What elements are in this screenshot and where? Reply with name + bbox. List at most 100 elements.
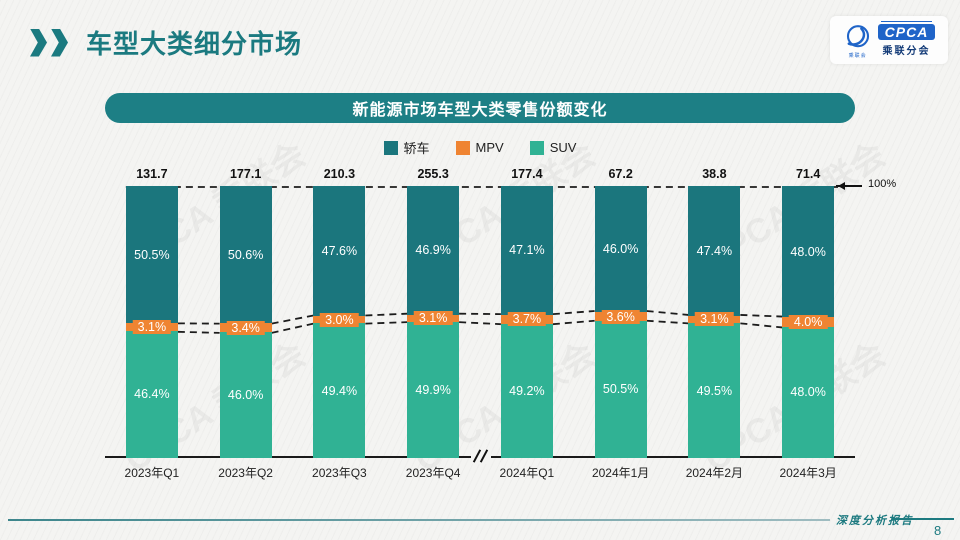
x-axis-label: 2024年3月	[779, 466, 837, 480]
segment-value-label: 48.0%	[790, 244, 826, 259]
stacked-bar: 48.0% 4.0% 48.0%	[782, 186, 835, 459]
segment-轿车: 47.6%	[313, 186, 366, 317]
segment-value-label: 49.2%	[509, 383, 545, 398]
legend-swatch	[529, 140, 544, 155]
segment-MPV: 3.7%	[500, 312, 553, 327]
segment-value-label: 49.5%	[696, 383, 733, 398]
chart-title: 新能源市场车型大类零售份额变化	[105, 93, 855, 123]
segment-value-label: 50.6%	[227, 247, 264, 262]
legend-item: SUV	[529, 138, 576, 157]
bar-total-label: 67.2	[608, 167, 633, 181]
segment-MPV: 3.4%	[219, 320, 272, 335]
segment-MPV: 3.0%	[313, 312, 366, 327]
stacked-bar: 47.4% 3.1% 49.5%	[688, 186, 741, 458]
x-axis-label: 2024年1月	[591, 466, 650, 480]
segment-value-label: 50.5%	[602, 382, 639, 397]
legend-label: 轿车	[403, 141, 430, 156]
segment-SUV: 48.0%	[782, 326, 835, 459]
legend-item: 轿车	[383, 138, 430, 157]
x-axis-label: 2023年Q1	[124, 466, 180, 480]
ref-line-label: 100%	[868, 178, 897, 190]
x-axis-label: 2024年2月	[685, 466, 744, 480]
bar-column: 255.3 46.9% 3.1% 49.9% 2023年Q4	[386, 167, 480, 480]
segment-轿车: 47.1%	[500, 186, 553, 315]
segment-value-label: 50.5%	[134, 247, 170, 262]
emblem-label: 乘联会	[848, 52, 867, 59]
cpca-acronym: CPCA	[877, 20, 936, 40]
bar-column: 210.3 47.6% 3.0% 49.4% 2023年Q3	[293, 167, 387, 480]
bar-total-label: 177.1	[229, 167, 262, 181]
segment-value-label: 3.4%	[226, 320, 265, 335]
segment-value-label: 3.1%	[132, 320, 172, 334]
bar-column: 177.4 47.1% 3.7% 49.2% 2024年Q1	[480, 167, 574, 480]
segment-value-label: 49.9%	[415, 383, 451, 398]
segment-value-label: 48.0%	[790, 385, 826, 400]
chevron-icon	[30, 28, 47, 57]
cpca-emblem-icon: 乘联会	[843, 22, 873, 59]
segment-value-label: 46.0%	[602, 242, 639, 257]
segment-轿车: 50.5%	[125, 186, 178, 324]
footer-doc-label: 深度分析报告	[836, 515, 914, 527]
header: 车型大类细分市场	[30, 24, 302, 61]
segment-轿车: 46.0%	[594, 186, 647, 313]
segment-MPV: 3.1%	[125, 320, 178, 334]
segment-MPV: 3.6%	[594, 309, 647, 324]
cpca-wordmark: CPCA 乘联分会	[877, 20, 936, 57]
bar-column: 67.2 46.0% 3.6% 50.5% 2024年1月	[574, 167, 668, 480]
stacked-bar: 47.6% 3.0% 49.4%	[313, 186, 366, 458]
stacked-bar: 47.1% 3.7% 49.2%	[500, 186, 553, 458]
bar-total-label: 71.4	[795, 167, 821, 181]
segment-value-label: 47.1%	[509, 243, 545, 258]
segment-SUV: 46.0%	[219, 331, 272, 458]
legend-item: MPV	[455, 138, 504, 157]
stacked-bar: 50.6% 3.4% 46.0%	[219, 186, 272, 458]
footer-divider-short	[892, 518, 954, 520]
stacked-bar: 46.0% 3.6% 50.5%	[594, 186, 647, 458]
legend-label: MPV	[475, 140, 504, 155]
segment-SUV: 49.9%	[407, 322, 460, 458]
x-axis-label: 2023年Q4	[405, 466, 461, 480]
bar-total-label: 177.4	[511, 167, 543, 181]
segment-value-label: 3.1%	[695, 312, 734, 327]
bar-column: 177.1 50.6% 3.4% 46.0% 2023年Q2	[199, 167, 293, 480]
segment-value-label: 49.4%	[321, 383, 358, 398]
legend-swatch	[383, 140, 398, 155]
segment-value-label: 47.4%	[696, 243, 733, 258]
segment-MPV: 3.1%	[407, 311, 460, 326]
bar-total-label: 210.3	[323, 167, 356, 181]
segment-轿车: 47.4%	[688, 186, 741, 316]
ref-arrow-icon	[836, 182, 862, 190]
bar-total-label: 255.3	[417, 167, 449, 181]
chevron-icon	[51, 28, 68, 57]
bar-total-label: 38.8	[702, 167, 727, 181]
segment-MPV: 3.1%	[688, 312, 741, 327]
cpca-org-name: 乘联分会	[882, 45, 931, 57]
segment-value-label: 46.0%	[227, 387, 264, 402]
cpca-logo: 乘联会 CPCA 乘联分会	[830, 16, 948, 64]
segment-轿车: 50.6%	[219, 186, 272, 324]
x-axis-label: 2023年Q2	[218, 466, 273, 480]
segment-SUV: 49.2%	[500, 323, 553, 458]
stacked-bar: 46.9% 3.1% 49.9%	[407, 186, 460, 458]
plot-area: 100% 131.7 50.5% 3.1% 46.4% 2023年Q1 177.1 50.6…	[105, 167, 896, 480]
segment-轿车: 46.9%	[407, 186, 460, 315]
legend: 轿车 MPV SUV	[105, 138, 855, 157]
x-axis-label: 2023年Q3	[312, 466, 367, 480]
segment-SUV: 46.4%	[125, 330, 178, 458]
axis-break-mark	[471, 448, 491, 464]
segment-value-label: 3.0%	[320, 312, 359, 327]
legend-swatch	[455, 140, 470, 155]
segment-value-label: 3.6%	[601, 309, 640, 324]
segment-SUV: 49.4%	[313, 323, 366, 458]
segment-value-label: 46.9%	[415, 243, 451, 258]
page-title: 车型大类细分市场	[86, 29, 303, 59]
segment-轿车: 48.0%	[782, 186, 835, 318]
segment-SUV: 49.5%	[688, 323, 741, 458]
stacked-bar: 50.5% 3.1% 46.4%	[125, 186, 178, 458]
bar-column: 131.7 50.5% 3.1% 46.4% 2023年Q1	[105, 167, 199, 480]
segment-value-label: 3.7%	[507, 312, 547, 327]
segment-value-label: 47.6%	[321, 244, 358, 259]
x-axis-label: 2024年Q1	[499, 466, 555, 480]
bar-column: 71.4 48.0% 4.0% 48.0% 2024年3月	[761, 167, 855, 480]
